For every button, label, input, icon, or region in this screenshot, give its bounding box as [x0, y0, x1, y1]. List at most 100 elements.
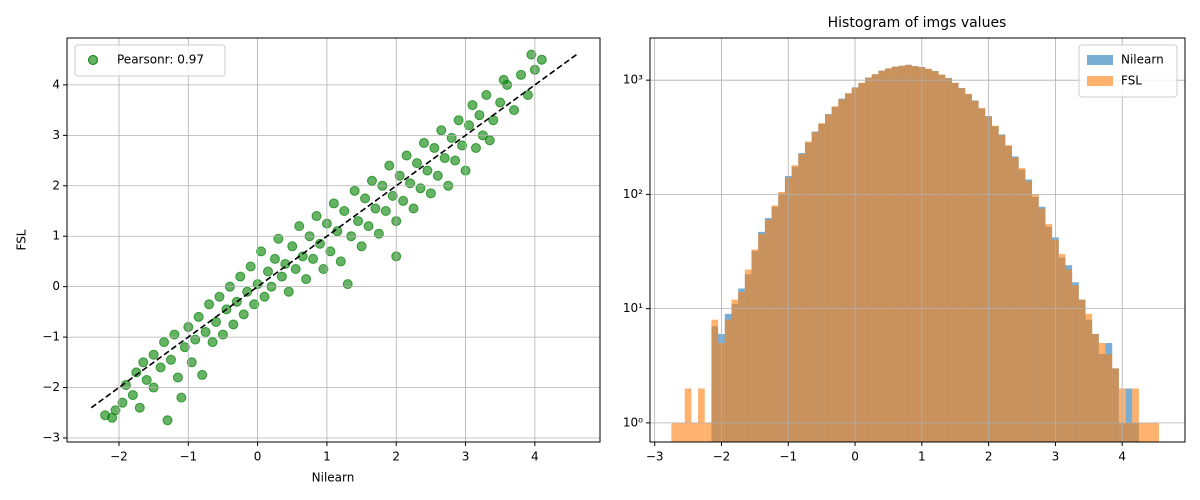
scatter-point [464, 120, 475, 131]
scatter-point [401, 150, 412, 161]
x-tick-label: 1 [323, 450, 331, 464]
legend-label: FSL [1121, 74, 1142, 88]
histogram-bar [885, 68, 892, 442]
scatter-point [242, 286, 253, 297]
scatter-point [256, 246, 267, 257]
scatter-point [387, 190, 398, 201]
scatter-point [398, 195, 409, 206]
histogram-bar [758, 234, 765, 442]
scatter-point [273, 233, 284, 244]
scatter-point [169, 329, 180, 340]
scatter-point [290, 264, 301, 275]
scatter-point [318, 264, 329, 275]
scatter-point [235, 271, 246, 282]
scatter-point [204, 299, 215, 310]
y-tick-label: 3 [52, 128, 60, 142]
scatter-point [446, 132, 457, 143]
histogram-bar [925, 68, 932, 442]
histogram-bar [1038, 208, 1046, 442]
scatter-point [179, 342, 190, 353]
histogram-bar [845, 93, 852, 442]
scatter-point [474, 110, 485, 121]
y-axis-label: FSL [15, 229, 29, 250]
x-tick-label: −3 [646, 450, 664, 464]
y-tick-label: −1 [42, 330, 60, 344]
histogram-bar [1098, 343, 1106, 442]
legend-label: Nilearn [1121, 53, 1164, 67]
histogram-bar [1012, 157, 1019, 442]
scatter-point [335, 256, 346, 267]
histogram-bar [684, 388, 692, 442]
histogram-bar [818, 123, 825, 443]
scatter-point [238, 309, 249, 320]
scatter-point [418, 137, 429, 148]
scatter-point [155, 362, 166, 373]
scatter-point [228, 319, 239, 330]
histogram-bar [711, 319, 719, 442]
legend-label: Pearsonr: 0.97 [117, 53, 204, 67]
x-tick-label: 0 [254, 450, 262, 464]
histogram-bar [945, 78, 952, 442]
chart-title: Histogram of imgs values [828, 15, 1007, 31]
histogram-bar [1125, 388, 1133, 442]
scatter-point [249, 299, 260, 310]
y-tick-label: −2 [42, 380, 60, 394]
scatter-point [214, 291, 225, 302]
x-tick-label: −1 [179, 450, 197, 464]
histogram-bar [991, 125, 999, 443]
histogram-bar [1078, 299, 1086, 442]
scatter-point [127, 390, 138, 401]
histogram-bar [1152, 422, 1159, 442]
scatter-point [148, 349, 159, 360]
scatter-point [245, 261, 256, 272]
scatter-point [176, 392, 187, 403]
y-tick-label: −3 [42, 430, 60, 444]
scatter-point [439, 153, 450, 164]
x-tick-label: −2 [110, 450, 128, 464]
scatter-point [287, 241, 298, 252]
histogram-bar [938, 74, 946, 442]
histogram-bar [1125, 422, 1133, 442]
scatter-point [470, 142, 481, 153]
scatter-point [294, 221, 305, 232]
scatter-point [457, 140, 468, 151]
scatter-point [481, 89, 492, 100]
scatter-point [450, 155, 461, 166]
scatter-point [217, 329, 228, 340]
scatter-point [276, 271, 287, 282]
histogram-bar [898, 65, 906, 442]
histogram-bar [764, 219, 772, 442]
x-tick-label: 0 [851, 450, 859, 464]
scatter-point [522, 89, 533, 100]
x-tick-label: 3 [1052, 450, 1060, 464]
histogram-bar [1072, 285, 1079, 442]
legend-marker [88, 55, 98, 65]
scatter-point [484, 135, 495, 146]
histogram-bar [998, 135, 1006, 442]
histogram-bar [771, 205, 779, 442]
x-tick-label: 3 [462, 450, 470, 464]
histogram-bar [691, 422, 699, 442]
scatter-point [349, 185, 360, 196]
histogram-bar [905, 64, 912, 442]
scatter-point [384, 160, 395, 171]
histogram-bar [1045, 224, 1053, 442]
y-tick-label: 1 [52, 229, 60, 243]
histogram-bar [824, 114, 832, 442]
x-tick-label: 2 [392, 450, 400, 464]
scatter-point [509, 105, 520, 116]
histogram-bar [1132, 388, 1139, 442]
histogram-bar [971, 100, 979, 442]
histogram-bar [731, 299, 739, 442]
histogram-bar [678, 422, 685, 442]
scatter-point [495, 97, 506, 108]
histogram-bar [1005, 145, 1013, 443]
scatter-point [311, 211, 322, 222]
histogram-bar [1145, 422, 1153, 442]
scatter-point [186, 357, 197, 368]
scatter-point [370, 203, 381, 214]
scatter-point [141, 374, 152, 385]
legend-swatch [1087, 55, 1113, 65]
legend-swatch [1087, 76, 1113, 86]
scatter-point [353, 216, 364, 227]
